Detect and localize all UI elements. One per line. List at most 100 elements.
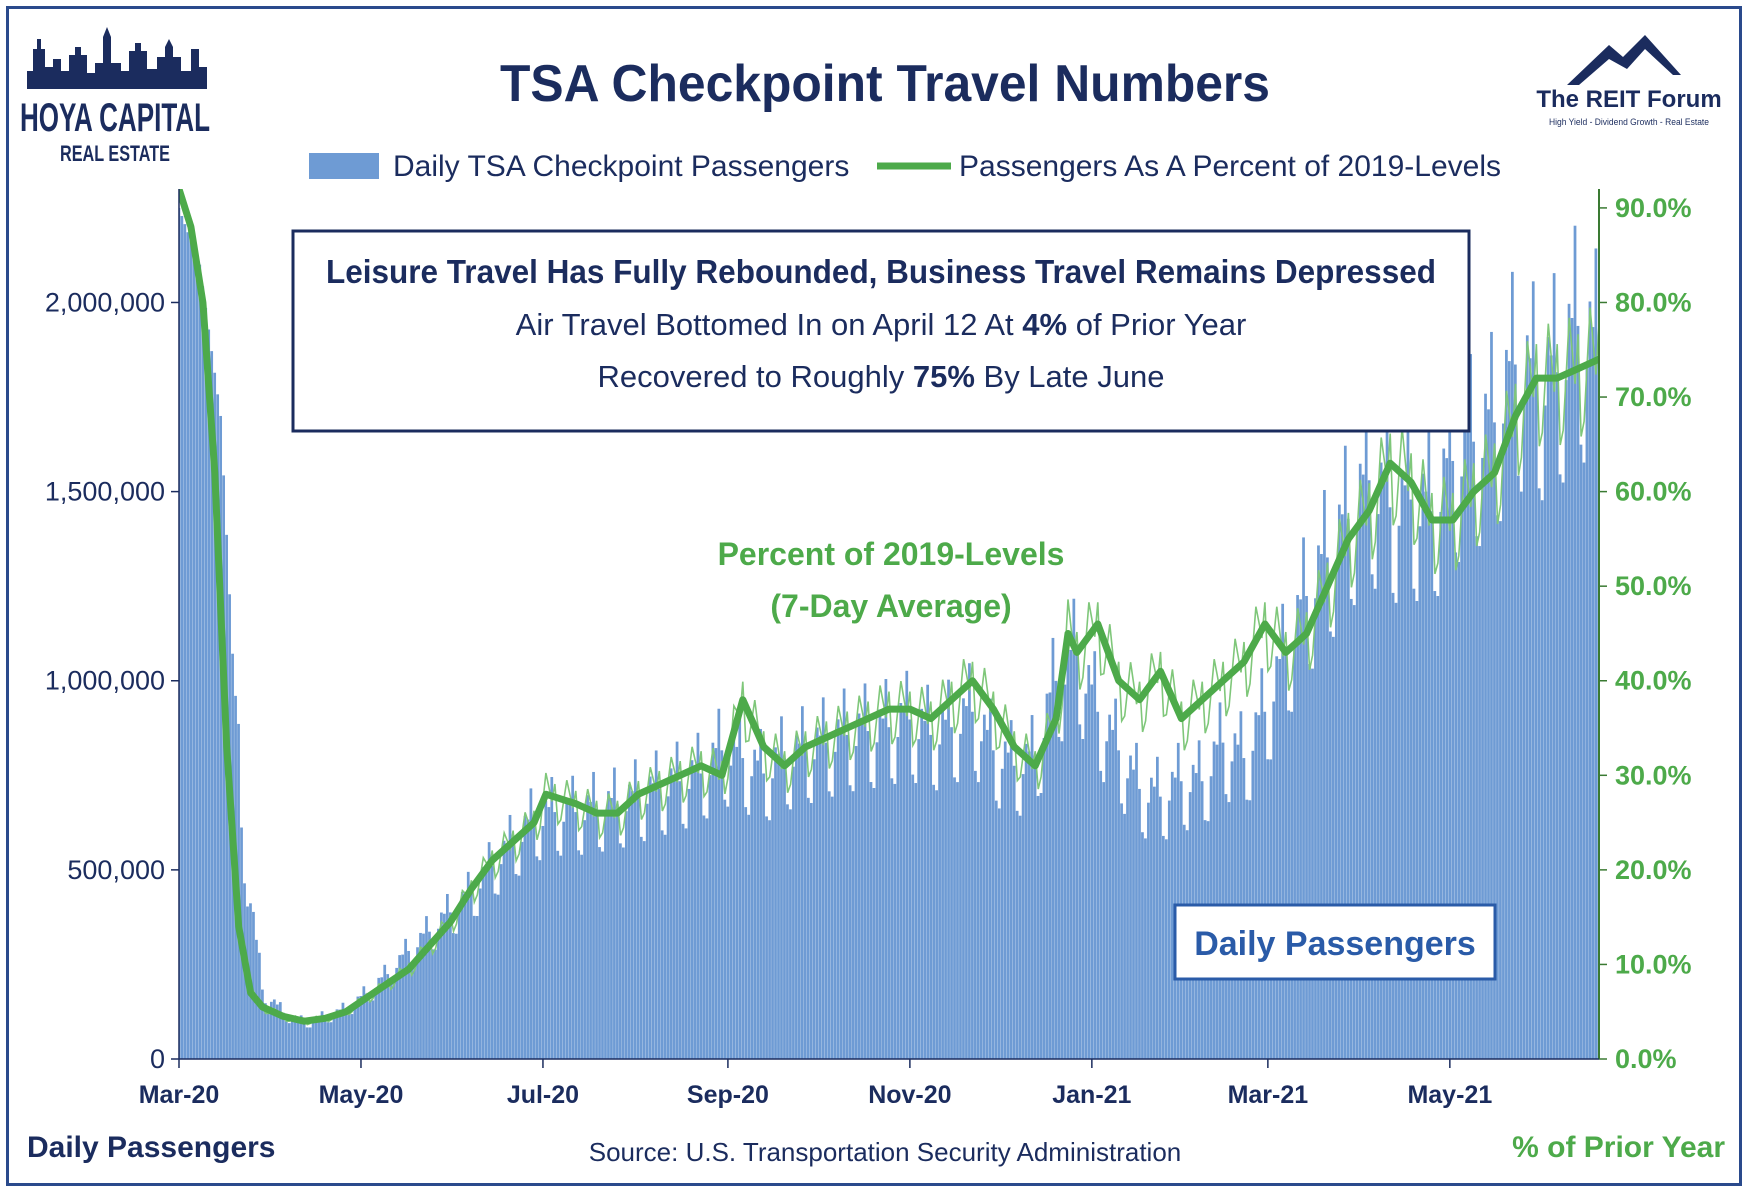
- bar: [1534, 383, 1538, 1059]
- bar: [1197, 740, 1201, 1059]
- bar: [696, 732, 700, 1059]
- bar: [702, 815, 706, 1059]
- bar: [1078, 724, 1082, 1059]
- bar: [1036, 795, 1040, 1059]
- bar: [1099, 770, 1103, 1059]
- bar: [1275, 656, 1279, 1059]
- bar: [627, 784, 631, 1059]
- bar: [1421, 473, 1425, 1059]
- hoya-logo-line2: REAL ESTATE: [60, 141, 170, 166]
- bar: [759, 728, 762, 1059]
- bar: [544, 801, 548, 1059]
- bar: [1302, 537, 1305, 1059]
- bar: [639, 836, 643, 1059]
- bar: [860, 722, 864, 1059]
- x-tick-label: Nov-20: [868, 1081, 951, 1109]
- bar: [1069, 649, 1073, 1059]
- bar: [401, 954, 404, 1059]
- bar: [308, 1027, 312, 1059]
- bar: [219, 415, 223, 1059]
- bar: [624, 811, 628, 1059]
- bar: [1084, 693, 1088, 1059]
- bar: [1138, 788, 1141, 1059]
- bar: [1129, 755, 1132, 1059]
- bar: [475, 916, 479, 1059]
- bar: [1021, 774, 1025, 1059]
- bar: [1346, 518, 1350, 1059]
- bar: [269, 1001, 273, 1059]
- bar: [768, 820, 771, 1059]
- bar: [1257, 715, 1261, 1059]
- bar: [577, 850, 580, 1059]
- bar: [1591, 327, 1595, 1059]
- bar: [1427, 428, 1431, 1059]
- x-tick-label: Jan-21: [1052, 1081, 1131, 1109]
- bar: [1329, 631, 1332, 1059]
- x-tick-label: May-21: [1407, 1081, 1492, 1109]
- bar: [1003, 741, 1007, 1059]
- bar: [914, 783, 918, 1059]
- left-tick-label: 1,500,000: [45, 477, 165, 507]
- bar: [1340, 514, 1344, 1059]
- bar: [359, 996, 363, 1059]
- bar: [1573, 225, 1577, 1059]
- bar: [1039, 793, 1043, 1059]
- bar: [1054, 680, 1058, 1059]
- bar: [1176, 742, 1180, 1059]
- bar: [905, 670, 909, 1059]
- bar: [466, 871, 470, 1059]
- bar: [1397, 525, 1401, 1059]
- bar: [863, 683, 867, 1059]
- bar: [1033, 758, 1037, 1059]
- bar: [827, 791, 831, 1059]
- bar: [1212, 741, 1216, 1059]
- bar: [431, 949, 434, 1059]
- bar: [589, 801, 592, 1059]
- bar: [1147, 802, 1150, 1059]
- bar: [1466, 429, 1469, 1059]
- bar: [383, 964, 387, 1059]
- x-tick-label: Jul-20: [507, 1081, 579, 1109]
- bar: [738, 712, 742, 1059]
- legend: Daily TSA Checkpoint Passengers Passenge…: [309, 150, 1501, 183]
- bar: [926, 684, 930, 1059]
- bar: [183, 224, 187, 1059]
- bar: [264, 1003, 267, 1059]
- bar: [645, 803, 649, 1059]
- bar: [478, 888, 482, 1059]
- bar: [487, 842, 491, 1059]
- bar: [1254, 712, 1258, 1059]
- bar: [1561, 482, 1565, 1059]
- bar: [601, 851, 604, 1059]
- bar: [854, 746, 858, 1059]
- bar: [1006, 752, 1010, 1059]
- bar: [681, 823, 685, 1059]
- bar: [944, 719, 947, 1059]
- bar: [1141, 832, 1144, 1059]
- bar: [1239, 711, 1243, 1059]
- bar: [1123, 813, 1126, 1059]
- bar: [1072, 598, 1076, 1059]
- bar: [443, 913, 446, 1059]
- bar: [1588, 301, 1592, 1059]
- bar: [422, 933, 425, 1059]
- bar: [278, 1002, 282, 1059]
- bar: [1367, 480, 1371, 1059]
- bar: [872, 788, 876, 1059]
- bar: [305, 1027, 309, 1059]
- bar: [252, 911, 255, 1059]
- bar: [538, 860, 542, 1059]
- bar: [344, 1008, 348, 1059]
- bar: [490, 866, 494, 1059]
- bar: [1513, 364, 1517, 1059]
- bar: [1352, 605, 1356, 1059]
- bar: [812, 759, 816, 1059]
- bar: [1018, 815, 1022, 1059]
- bar: [1332, 636, 1335, 1059]
- reit-forum-title: The REIT Forum: [1536, 86, 1721, 113]
- bar: [654, 750, 658, 1059]
- bar: [729, 765, 733, 1059]
- chart-title: TSA Checkpoint Travel Numbers: [500, 55, 1270, 113]
- bar: [1090, 684, 1094, 1059]
- bar: [210, 351, 214, 1059]
